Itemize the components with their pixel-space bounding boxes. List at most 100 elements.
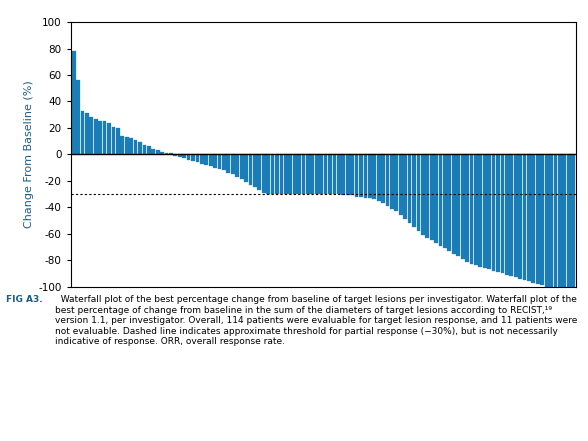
Bar xyxy=(293,154,296,194)
Bar xyxy=(549,154,553,287)
Bar xyxy=(258,154,261,190)
Bar xyxy=(249,154,252,185)
Bar xyxy=(452,154,456,254)
Bar xyxy=(107,123,111,154)
Bar xyxy=(187,154,191,160)
Bar xyxy=(483,154,487,268)
Bar xyxy=(182,154,186,158)
Bar xyxy=(196,154,199,162)
Bar xyxy=(324,154,328,194)
Bar xyxy=(125,137,129,154)
Bar xyxy=(372,154,376,199)
Bar xyxy=(425,154,429,238)
Bar xyxy=(443,154,447,248)
Bar xyxy=(270,154,275,194)
Bar xyxy=(156,150,159,154)
Bar xyxy=(395,154,398,211)
Bar xyxy=(567,154,570,287)
Bar xyxy=(284,154,288,194)
Bar xyxy=(377,154,380,201)
Bar xyxy=(492,154,496,271)
Bar xyxy=(412,154,416,227)
Bar xyxy=(319,154,323,194)
Bar xyxy=(558,154,562,287)
Bar xyxy=(76,80,80,154)
Bar xyxy=(328,154,332,194)
Bar xyxy=(279,154,283,194)
Bar xyxy=(572,154,575,287)
Bar xyxy=(121,136,124,154)
Bar xyxy=(523,154,526,280)
Bar xyxy=(218,154,222,169)
Bar xyxy=(133,140,138,154)
Bar xyxy=(346,154,350,195)
Bar xyxy=(465,154,469,262)
Bar xyxy=(191,154,195,161)
Bar xyxy=(342,154,345,195)
Bar xyxy=(85,113,89,154)
Bar xyxy=(500,154,505,273)
Bar xyxy=(355,154,359,197)
Bar xyxy=(399,154,403,215)
Bar xyxy=(142,145,146,154)
Bar xyxy=(129,138,133,154)
Bar xyxy=(337,154,341,194)
Text: FIG A3.: FIG A3. xyxy=(6,295,42,304)
Bar xyxy=(173,154,177,156)
Bar xyxy=(407,154,412,223)
Bar xyxy=(461,154,465,259)
Bar xyxy=(540,154,544,285)
Bar xyxy=(447,154,451,251)
Bar xyxy=(381,154,385,203)
Bar xyxy=(390,154,394,209)
Bar xyxy=(275,154,279,194)
Bar xyxy=(536,154,540,284)
Bar xyxy=(112,127,115,154)
Bar xyxy=(496,154,500,272)
Bar xyxy=(403,154,407,219)
Bar xyxy=(169,153,173,154)
Bar xyxy=(421,154,425,235)
Bar xyxy=(235,154,239,177)
Bar xyxy=(200,154,203,164)
Bar xyxy=(297,154,301,194)
Bar xyxy=(103,121,106,154)
Bar xyxy=(244,154,248,182)
Bar xyxy=(514,154,517,277)
Bar xyxy=(231,154,235,174)
Bar xyxy=(544,154,549,287)
Bar xyxy=(306,154,310,194)
Bar xyxy=(266,154,270,194)
Bar xyxy=(98,121,102,154)
Bar xyxy=(563,154,566,287)
Bar xyxy=(302,154,305,194)
Bar xyxy=(532,154,535,283)
Bar xyxy=(94,119,98,154)
Bar xyxy=(456,154,460,256)
Bar xyxy=(160,152,164,154)
Bar xyxy=(310,154,314,194)
Bar xyxy=(213,154,217,168)
Bar xyxy=(165,153,168,154)
Bar xyxy=(363,154,368,198)
Bar xyxy=(350,154,354,195)
Bar xyxy=(315,154,319,194)
Bar xyxy=(226,154,230,173)
Bar xyxy=(89,117,93,154)
Bar xyxy=(178,154,182,157)
Bar xyxy=(222,154,226,170)
Bar xyxy=(72,51,75,154)
Bar xyxy=(209,154,212,166)
Bar xyxy=(527,154,531,281)
Bar xyxy=(253,154,257,187)
Bar xyxy=(474,154,478,265)
Bar xyxy=(205,154,208,165)
Bar xyxy=(288,154,292,194)
Bar xyxy=(368,154,372,198)
Bar xyxy=(505,154,509,275)
Bar xyxy=(439,154,442,246)
Bar xyxy=(416,154,420,231)
Bar xyxy=(147,146,151,154)
Bar xyxy=(359,154,363,197)
Bar xyxy=(151,149,155,154)
